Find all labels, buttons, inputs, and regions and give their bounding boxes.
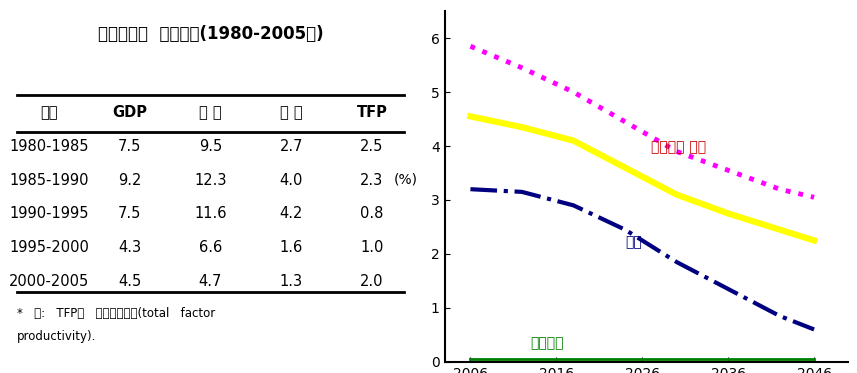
- Text: productivity).: productivity).: [16, 330, 96, 343]
- Title: 잠재성장률  전망: 잠재성장률 전망: [602, 0, 691, 1]
- Text: 전체: 전체: [625, 235, 642, 249]
- Text: *   주:   TFP는   총요소생산성(total   factor: * 주: TFP는 총요소생산성(total factor: [16, 307, 215, 320]
- Text: 한국경제의  성장회계(1980-2005년): 한국경제의 성장회계(1980-2005년): [98, 25, 323, 43]
- Text: 서비스업 제외: 서비스업 제외: [650, 141, 706, 154]
- Text: 서비스업: 서비스업: [530, 336, 564, 350]
- Y-axis label: (%): (%): [394, 172, 418, 186]
